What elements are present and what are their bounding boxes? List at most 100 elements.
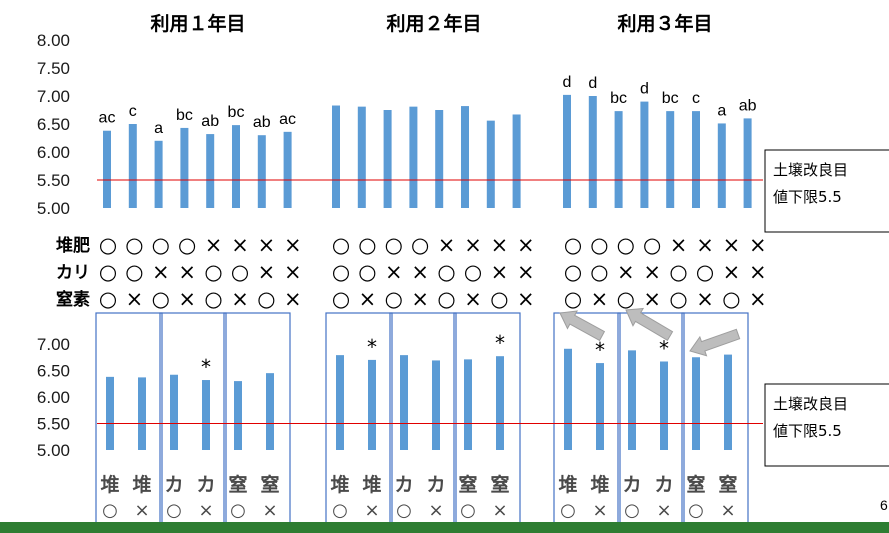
treatment-row-label: 堆肥	[56, 235, 90, 256]
treatment-symbol: ×	[385, 260, 403, 284]
y-tick-label: 6.50	[37, 362, 70, 381]
treatment-symbol: ×	[126, 287, 144, 311]
treatment-symbol: ×	[749, 260, 767, 284]
significance-label: d	[640, 81, 649, 98]
direction-arrow	[689, 328, 741, 357]
bar	[383, 110, 392, 208]
treatment-symbol: ×	[617, 260, 635, 284]
treatment-row-label: カリ	[56, 263, 90, 283]
bar	[692, 111, 700, 208]
bar	[461, 106, 469, 208]
significance-label: a	[154, 120, 163, 137]
factor-label: 窒	[228, 473, 247, 496]
significance-label: ab	[201, 113, 219, 130]
bar	[717, 123, 726, 208]
factor-level: ○	[102, 500, 118, 521]
significance-label: ab	[253, 114, 271, 131]
factor-level: ○	[460, 500, 476, 521]
factor-label: カ	[196, 474, 215, 496]
treatment-row-label: 窒素	[56, 289, 90, 310]
significance-label: c	[692, 90, 700, 107]
bar	[596, 363, 604, 450]
bar	[640, 101, 649, 208]
factor-label: 窒	[260, 473, 279, 496]
significance-label: bc	[228, 104, 245, 121]
factor-level: ×	[656, 500, 671, 521]
bar	[170, 374, 178, 450]
treatment-symbol: ×	[696, 287, 714, 311]
y-tick-label: 8.00	[37, 31, 70, 50]
note-line1: 土壌改良目	[773, 395, 848, 413]
bar	[435, 110, 444, 208]
treatment-symbol: ○	[464, 260, 482, 284]
factor-label: 堆	[100, 473, 119, 496]
treatment-symbol: ×	[205, 233, 223, 257]
factor-label: カ	[164, 474, 183, 496]
treatment-symbol: ○	[590, 233, 608, 257]
treatment-symbol: ○	[99, 287, 117, 311]
significance-label: bc	[176, 107, 193, 124]
treatment-symbol: ○	[125, 233, 143, 257]
treatment-symbol: ○	[722, 287, 740, 311]
treatment-symbol: ×	[178, 287, 196, 311]
bar	[486, 120, 495, 208]
bar	[357, 106, 366, 208]
year-label: 利用１年目	[150, 12, 245, 35]
bar	[692, 357, 700, 450]
bar	[202, 380, 210, 450]
treatment-symbol: ×	[438, 233, 456, 257]
treatment-symbol: ○	[564, 260, 582, 284]
treatment-symbol: ○	[178, 233, 196, 257]
bar	[103, 130, 111, 208]
treatment-symbol: ×	[749, 287, 767, 311]
factor-level: ○	[332, 500, 348, 521]
factor-level: ×	[134, 500, 149, 521]
treatment-symbol: ○	[696, 260, 714, 284]
treatment-symbol: ×	[491, 233, 509, 257]
y-tick-label: 7.00	[37, 87, 70, 106]
bar	[154, 140, 163, 208]
bar	[283, 131, 292, 208]
treatment-symbol: ×	[411, 260, 429, 284]
bar	[400, 355, 408, 450]
treatment-symbol: ×	[284, 260, 302, 284]
factor-level: ×	[428, 500, 443, 521]
treatment-symbol: ○	[411, 233, 429, 257]
treatment-symbol: ○	[204, 260, 222, 284]
factor-level: ×	[262, 500, 277, 521]
factor-label: カ	[654, 474, 673, 496]
treatment-symbol: ×	[491, 260, 509, 284]
bar	[660, 361, 668, 450]
y-tick-label: 5.00	[37, 441, 70, 460]
treatment-symbol: ×	[464, 233, 482, 257]
treatment-symbol: ×	[152, 260, 170, 284]
page-number: 6	[880, 497, 888, 513]
factor-level: ○	[688, 500, 704, 521]
treatment-symbol: ○	[332, 260, 350, 284]
treatment-symbol: ○	[437, 260, 455, 284]
treatment-symbol: ○	[99, 233, 117, 257]
factor-label: 堆	[132, 473, 151, 496]
year-label: 利用２年目	[386, 12, 481, 35]
treatment-symbol: ×	[723, 233, 741, 257]
treatment-symbol: ×	[284, 287, 302, 311]
treatment-symbol: ×	[670, 233, 688, 257]
year-label: 利用３年目	[617, 12, 712, 35]
treatment-symbol: ×	[258, 260, 276, 284]
treatment-symbol: ○	[204, 287, 222, 311]
bar	[564, 348, 572, 450]
note-line1: 土壌改良目	[773, 161, 848, 179]
significance-star: *	[201, 355, 211, 379]
bar	[180, 127, 189, 208]
bar	[138, 377, 146, 450]
treatment-symbol: ○	[99, 260, 117, 284]
bar	[332, 105, 340, 208]
factor-level: ×	[720, 500, 735, 521]
treatment-symbol: ×	[231, 287, 249, 311]
direction-arrow	[625, 307, 674, 341]
bar	[724, 354, 732, 450]
treatment-symbol: ○	[617, 233, 635, 257]
treatment-symbol: ×	[643, 287, 661, 311]
direction-arrow	[559, 310, 606, 342]
